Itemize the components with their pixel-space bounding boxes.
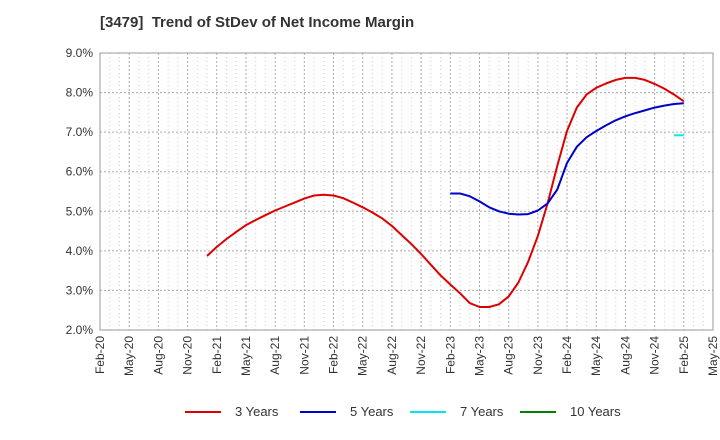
x-tick-label: Aug-20	[151, 336, 165, 375]
x-tick-label: Nov-21	[297, 336, 311, 375]
legend-label: 3 Years	[235, 404, 279, 419]
legend-item: 10 Years	[520, 404, 621, 419]
x-tick-label: Nov-23	[531, 336, 545, 375]
legend-swatch	[520, 410, 556, 413]
x-tick-label: Aug-24	[618, 336, 632, 375]
legend: 3 Years 5 Years 7 Years 10 Years	[0, 404, 720, 426]
legend-label: 10 Years	[570, 404, 621, 419]
plot-border	[99, 52, 714, 331]
series-lines	[206, 76, 685, 308]
x-tick-label: Feb-23	[443, 336, 457, 374]
legend-item: 3 Years	[185, 404, 278, 419]
plot-background	[100, 53, 713, 330]
x-tick-label: May-22	[356, 336, 370, 376]
x-tick-label: May-21	[239, 336, 253, 376]
legend-item: 7 Years	[410, 404, 503, 419]
x-tick-label: May-20	[122, 336, 136, 376]
y-axis-ticks: 2.0% 3.0% 4.0% 5.0% 6.0% 7.0% 8.0% 9.0%	[66, 46, 94, 337]
series-line-3-years	[206, 76, 685, 308]
x-tick-label: Feb-24	[560, 336, 574, 374]
series-line-5-years	[450, 102, 684, 216]
x-tick-label: Nov-24	[648, 336, 662, 375]
legend-label: 7 Years	[460, 404, 504, 419]
y-tick-label: 4.0%	[66, 244, 94, 258]
legend-swatch	[185, 410, 221, 413]
y-tick-label: 6.0%	[66, 165, 94, 179]
legend-label: 5 Years	[350, 404, 394, 419]
legend-swatch	[300, 410, 336, 413]
x-tick-label: Nov-22	[414, 336, 428, 375]
y-tick-label: 9.0%	[66, 46, 94, 60]
x-tick-label: Nov-20	[181, 336, 195, 375]
legend-swatch	[410, 410, 446, 413]
x-tick-label: Feb-25	[677, 336, 691, 374]
x-tick-label: Feb-20	[93, 336, 107, 374]
y-tick-label: 5.0%	[66, 204, 94, 218]
chart-area: 2.0% 3.0% 4.0% 5.0% 6.0% 7.0% 8.0% 9.0% Feb-20 M…	[66, 46, 720, 376]
x-tick-label: Aug-23	[502, 336, 516, 375]
x-tick-label: May-24	[589, 336, 603, 376]
x-tick-label: Feb-22	[327, 336, 341, 374]
y-tick-label: 2.0%	[66, 323, 94, 337]
x-tick-label: May-23	[472, 336, 486, 376]
chart-title: [3479] Trend of StDev of Net Income Marg…	[100, 14, 415, 31]
y-tick-label: 7.0%	[66, 125, 94, 139]
x-axis-ticks: Feb-20 May-20 Aug-20 Nov-20 Feb-21 May-21 Aug-…	[93, 336, 720, 376]
y-tick-label: 3.0%	[66, 283, 94, 297]
y-tick-label: 8.0%	[66, 86, 94, 100]
x-tick-label: Aug-22	[385, 336, 399, 375]
x-tick-label: Aug-21	[268, 336, 282, 375]
legend-item: 5 Years	[300, 404, 393, 419]
x-tick-label: May-25	[706, 336, 720, 376]
x-tick-label: Feb-21	[210, 336, 224, 374]
